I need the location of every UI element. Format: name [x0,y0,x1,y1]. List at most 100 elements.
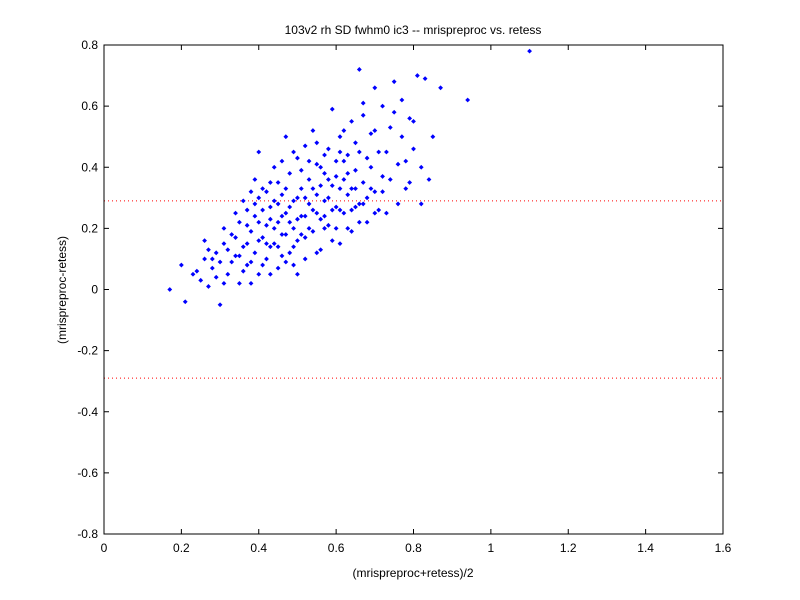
x-tick-label: 0.4 [250,541,267,555]
data-point [360,112,366,118]
data-point [341,210,347,216]
data-point [267,216,273,222]
data-point [267,271,273,277]
data-point [333,174,339,179]
data-point [376,207,382,213]
y-tick-label: 0.4 [81,160,98,174]
data-point [229,259,235,265]
data-point [298,232,304,237]
data-point [283,186,289,192]
data-point [368,131,374,137]
data-point [279,192,285,198]
data-point [353,167,358,173]
data-point [302,213,308,219]
data-point [267,244,273,250]
data-point [260,235,266,240]
data-point [279,232,285,237]
data-point [240,198,246,204]
data-point [221,241,227,247]
data-point [372,128,378,133]
plot-area: 0 0.2 0.4 0.6 0.8 1 1.2 1.4 1.6 -0.8 -0.6 -0.4 -0.2 0… [77,38,731,555]
data-point [368,164,374,170]
data-point [264,222,269,228]
data-point [267,204,273,210]
data-point [233,210,238,216]
data-point [403,186,409,192]
data-point [306,201,312,207]
data-point [275,201,281,207]
data-point [372,85,378,91]
data-point [337,149,343,155]
data-point [325,195,331,201]
data-point [298,213,304,219]
data-point [314,161,320,167]
chart-title: 103v2 rh SD fwhm0 ic3 -- mrispreproc vs.… [285,23,542,37]
data-point [298,167,304,173]
data-point [380,103,385,109]
data-point [353,186,358,192]
data-point [221,225,227,231]
y-tick-label: -0.6 [77,466,98,480]
data-point [283,210,289,216]
y-tick-label: 0.2 [81,221,98,235]
data-point [260,262,266,268]
data-point [368,186,374,192]
data-point [252,177,258,182]
data-point [329,106,335,112]
data-point [314,250,320,256]
data-point [302,195,308,201]
data-point [310,128,316,133]
data-point [333,204,339,210]
data-point [364,155,370,161]
data-point [217,259,223,265]
x-tick-label: 0.2 [173,541,190,555]
data-point [341,158,347,164]
data-point [295,238,300,243]
data-point [291,262,296,268]
data-point [264,256,269,262]
data-point [283,259,289,265]
data-point [322,213,327,219]
data-point [318,183,324,188]
data-point [337,134,343,140]
x-tick-label: 1.4 [637,541,654,555]
data-point [256,271,262,277]
data-point [190,271,196,277]
data-point [306,158,312,164]
data-point [302,256,308,262]
data-point [345,170,351,176]
data-point [325,222,331,228]
x-tick-label: 0.8 [405,541,422,555]
data-point [252,201,258,207]
data-point [465,97,471,103]
data-point [302,143,308,149]
y-tick-label: -0.8 [77,527,98,541]
data-point [395,161,401,167]
data-point [345,225,351,231]
data-point [295,195,300,201]
data-point [353,204,358,210]
data-point [325,177,331,182]
data-point [206,284,211,289]
data-point [399,134,405,140]
data-point [302,235,308,240]
data-point [225,271,231,277]
y-axis-label: (mrispreproc-retess) [55,236,69,344]
data-point [345,152,351,158]
data-point [264,189,269,195]
data-point [380,174,385,179]
data-point [260,207,266,213]
data-point [233,253,238,259]
data-point [399,97,405,103]
data-point [252,213,258,219]
data-point [225,247,231,253]
data-point [337,241,343,247]
data-point [252,250,258,256]
data-point [182,299,188,305]
data-point [329,238,335,243]
data-point [322,198,327,204]
data-point [291,149,296,155]
data-point [353,140,358,146]
data-point [244,207,250,213]
data-point [287,250,293,256]
